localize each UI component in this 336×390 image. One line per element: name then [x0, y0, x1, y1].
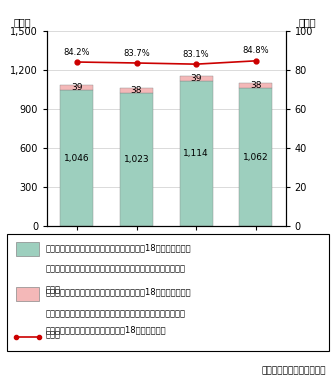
Text: 害者数: 害者数 — [45, 330, 60, 339]
Text: 84.2%: 84.2% — [64, 48, 90, 57]
Text: （人）: （人） — [14, 17, 31, 27]
Text: 1,023: 1,023 — [124, 155, 149, 164]
Text: 39: 39 — [191, 74, 202, 83]
Text: 害者数: 害者数 — [45, 285, 60, 294]
Text: （％）: （％） — [299, 17, 317, 27]
Bar — [60, 85, 93, 90]
Text: 1,046: 1,046 — [64, 154, 90, 163]
Text: 83.1%: 83.1% — [183, 50, 209, 59]
Text: 38: 38 — [250, 81, 261, 90]
Text: 38: 38 — [131, 86, 142, 95]
Bar — [180, 76, 213, 82]
Bar — [180, 82, 213, 226]
Text: 出会い系サイトを利用して犯罪被害にあった18歳未満のうち、: 出会い系サイトを利用して犯罪被害にあった18歳未満のうち、 — [45, 288, 191, 297]
Text: 39: 39 — [71, 83, 83, 92]
Bar — [239, 83, 272, 88]
Text: 出会い系サイトへのアクセス手段としてパソコンを利用した被: 出会い系サイトへのアクセス手段としてパソコンを利用した被 — [45, 309, 185, 318]
Text: 83.7%: 83.7% — [123, 48, 150, 58]
Text: 警察庁広報資料により作成: 警察庁広報資料により作成 — [261, 366, 326, 375]
Text: 出会い系サイト被害者全体に占めゃ18歳未満の割合: 出会い系サイト被害者全体に占めゃ18歳未満の割合 — [45, 326, 166, 335]
Bar — [16, 287, 39, 301]
Bar — [60, 90, 93, 226]
Bar — [120, 93, 153, 226]
Bar — [239, 88, 272, 226]
Text: 1,114: 1,114 — [183, 149, 209, 158]
Text: 出会い系サイトを利用して犯罪被害にあった18歳未満のうち、: 出会い系サイトを利用して犯罪被害にあった18歳未満のうち、 — [45, 243, 191, 252]
Text: 1,062: 1,062 — [243, 152, 268, 162]
Text: 84.8%: 84.8% — [243, 46, 269, 55]
Text: 出会い系サイトへのアクセス手段として携帯電話を利用した被: 出会い系サイトへのアクセス手段として携帯電話を利用した被 — [45, 264, 185, 273]
Bar — [16, 242, 39, 256]
Bar — [120, 88, 153, 93]
